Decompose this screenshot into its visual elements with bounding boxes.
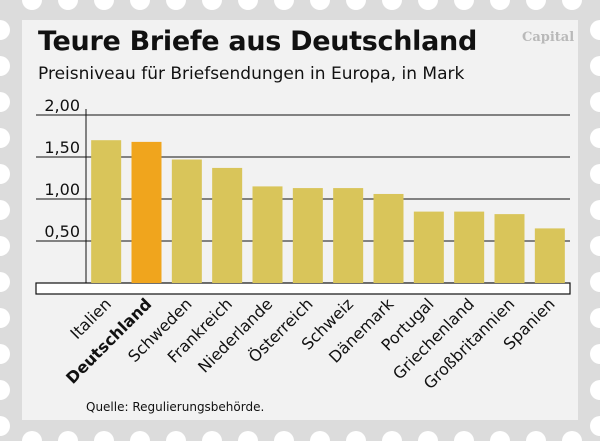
perforation-hole [590, 380, 600, 400]
perforation-hole [418, 0, 438, 10]
perforation-hole [310, 431, 330, 441]
perforation-hole [562, 431, 582, 441]
perforation-hole [590, 20, 600, 40]
perforation-hole [166, 431, 186, 441]
bar [494, 214, 525, 283]
bars [91, 140, 565, 283]
perforation-hole [454, 431, 474, 441]
bar [131, 141, 162, 283]
perforation-hole [490, 0, 510, 10]
x-axis-band [35, 282, 571, 295]
bar [292, 188, 323, 283]
source-note: Quelle: Regulierungsbehörde. [86, 400, 265, 414]
perforation-hole [22, 431, 42, 441]
perforation-hole [590, 272, 600, 292]
perforation-hole [0, 416, 10, 436]
perforation-hole [590, 344, 600, 364]
chart-title: Teure Briefe aus Deutschland [38, 26, 477, 57]
perforation-hole [382, 431, 402, 441]
perforation-hole [346, 0, 366, 10]
perforation-hole [0, 344, 10, 364]
perforation-hole [454, 0, 474, 10]
perforation-hole [0, 380, 10, 400]
perforation-hole [274, 431, 294, 441]
perforation-hole [490, 431, 510, 441]
perforation-hole [0, 92, 10, 112]
perforation-hole [58, 0, 78, 10]
perforation-hole [94, 431, 114, 441]
bar [252, 186, 283, 283]
perforation-hole [0, 128, 10, 148]
perforation-hole [202, 431, 222, 441]
perforation-hole [590, 164, 600, 184]
y-tick-label: 2,00 [44, 96, 80, 115]
bar [171, 159, 202, 283]
perforation-hole [0, 56, 10, 76]
y-tick-label: 1,00 [44, 180, 80, 199]
perforation-hole [58, 431, 78, 441]
bar [534, 228, 565, 283]
x-axis-labels: ItalienDeutschlandSchwedenFrankreichNied… [62, 294, 558, 393]
perforation-hole [0, 272, 10, 292]
y-tick-label: 0,50 [44, 222, 80, 241]
perforation-hole [22, 0, 42, 10]
perforation-hole [166, 0, 186, 10]
perforation-hole [94, 0, 114, 10]
perforation-hole [590, 236, 600, 256]
perforation-hole [202, 0, 222, 10]
perforation-hole [238, 431, 258, 441]
bar [333, 188, 364, 283]
y-tick-label: 1,50 [44, 138, 80, 157]
perforation-hole [346, 431, 366, 441]
perforation-hole [562, 0, 582, 10]
perforation-hole [0, 164, 10, 184]
perforation-hole [0, 236, 10, 256]
perforation-hole [382, 0, 402, 10]
perforation-hole [238, 0, 258, 10]
perforation-hole [0, 308, 10, 328]
bar [91, 140, 122, 283]
chart-subtitle: Preisniveau für Briefsendungen in Europa… [38, 64, 465, 84]
y-axis-ticks: 0,50 1,00 1,50 2,00 [44, 96, 80, 241]
perforation-hole [526, 431, 546, 441]
perforation-hole [0, 20, 10, 40]
perforation-hole [130, 0, 150, 10]
perforation-hole [590, 128, 600, 148]
perforation-hole [590, 308, 600, 328]
perforation-hole [310, 0, 330, 10]
perforation-hole [590, 416, 600, 436]
perforation-hole [590, 56, 600, 76]
bar [454, 211, 485, 283]
perforation-hole [526, 0, 546, 10]
perforation-hole [418, 431, 438, 441]
perforation-hole [0, 200, 10, 220]
perforation-hole [274, 0, 294, 10]
brand-logo: Capital [522, 30, 575, 45]
perforation-hole [590, 200, 600, 220]
bar [212, 167, 243, 283]
bar [373, 193, 404, 283]
perforation-hole [590, 92, 600, 112]
bar [413, 211, 444, 283]
perforation-hole [130, 431, 150, 441]
